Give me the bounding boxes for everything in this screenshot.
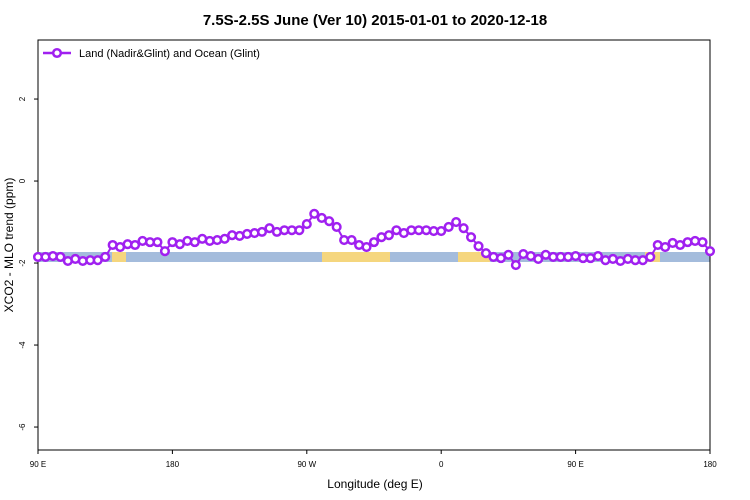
- data-point: [466, 232, 477, 243]
- data-point: [219, 233, 230, 244]
- land-strip: [112, 252, 126, 262]
- y-tick-label: -6: [18, 423, 27, 431]
- data-point: [443, 221, 454, 233]
- x-tick-label: 180: [703, 460, 717, 469]
- data-point: [436, 226, 447, 237]
- data-point: [256, 226, 268, 237]
- data-point: [533, 253, 544, 264]
- data-point: [704, 246, 716, 257]
- data-point: [346, 235, 357, 246]
- data-point: [100, 251, 111, 262]
- x-tick-label: 0: [439, 460, 444, 469]
- data-point: [383, 230, 394, 241]
- chart-title: 7.5S-2.5S June (Ver 10) 2015-01-01 to 20…: [203, 12, 547, 29]
- data-point: [592, 251, 604, 262]
- data-point: [264, 223, 275, 234]
- data-point: [130, 239, 141, 251]
- data-point: [473, 241, 484, 252]
- data-point: [301, 219, 312, 230]
- data-point: [331, 221, 342, 233]
- x-axis-label: Longitude (deg E): [327, 477, 422, 491]
- data-point: [309, 208, 320, 219]
- y-tick-label: -2: [18, 259, 27, 267]
- plot-frame: [37, 39, 711, 451]
- x-tick-label: 90 E: [567, 460, 583, 469]
- land-strip: [322, 252, 390, 262]
- data-point: [361, 242, 372, 253]
- land-strip: [458, 252, 490, 262]
- x-tick-label: 90 E: [30, 460, 46, 469]
- x-tick-label: 90 W: [297, 460, 316, 469]
- y-tick-label: 2: [18, 96, 27, 101]
- x-tick-label: 180: [166, 460, 180, 469]
- data-point: [503, 249, 514, 260]
- data-point: [324, 216, 335, 227]
- data-point: [660, 242, 671, 253]
- y-axis-label: XCO2 - MLO trend (ppm): [2, 178, 16, 313]
- data-point: [159, 246, 170, 257]
- data-point: [510, 260, 521, 271]
- data-point: [697, 237, 708, 248]
- data-point: [480, 248, 492, 259]
- data-point: [294, 225, 305, 236]
- y-tick-label: -4: [18, 341, 27, 349]
- data-point: [451, 216, 462, 228]
- data-point: [458, 223, 469, 234]
- y-tick-label: 0: [18, 178, 27, 183]
- data-point: [55, 251, 66, 262]
- data-point: [368, 237, 380, 248]
- legend-marker: [51, 47, 63, 59]
- data-point: [645, 251, 656, 262]
- legend-label: Land (Nadir&Glint) and Ocean (Glint): [79, 48, 260, 60]
- data-point: [152, 237, 163, 248]
